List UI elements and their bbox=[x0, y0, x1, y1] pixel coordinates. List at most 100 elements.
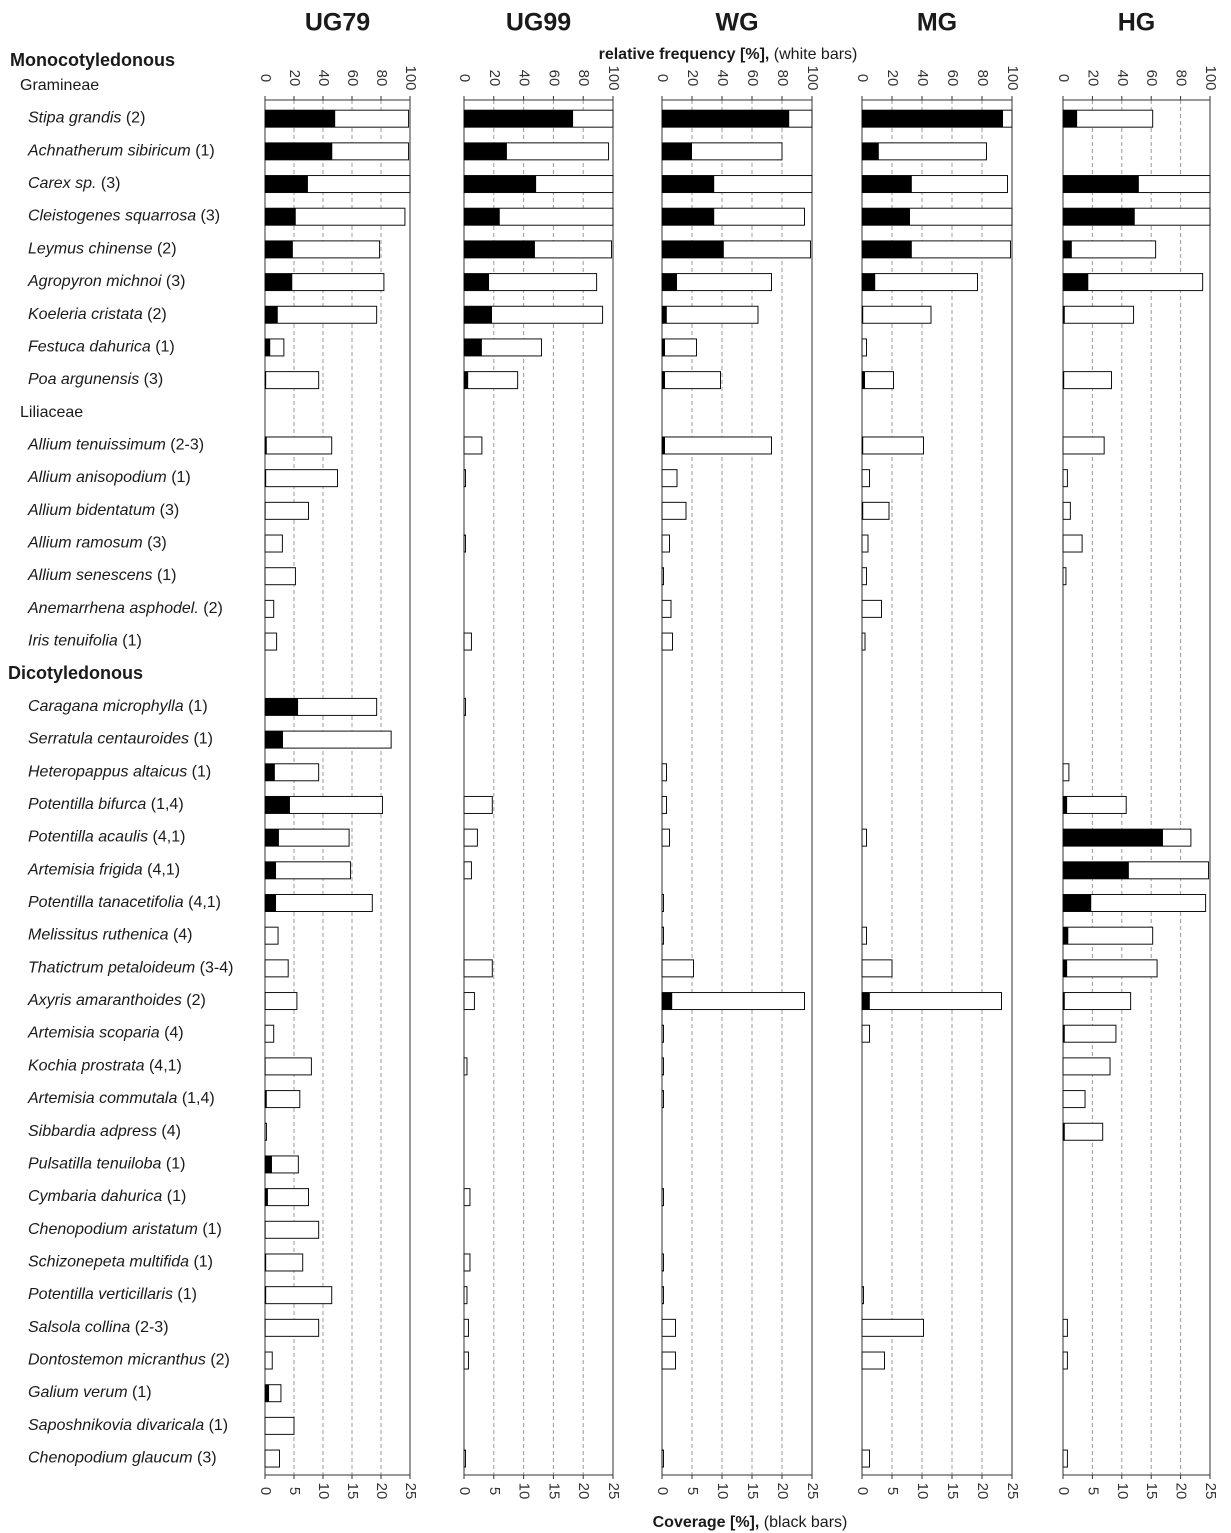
frequency-bar bbox=[264, 992, 298, 1011]
species-note: (1) bbox=[122, 633, 142, 650]
frequency-bar bbox=[861, 926, 867, 945]
frequency-bar bbox=[264, 469, 338, 488]
coverage-bar bbox=[662, 436, 665, 454]
frequency-bar bbox=[264, 1318, 320, 1337]
frequency-bar bbox=[264, 599, 275, 618]
species-note: (3) bbox=[101, 175, 121, 192]
coverage-bar bbox=[662, 110, 790, 128]
panel-title: UG79 bbox=[305, 9, 370, 37]
x2-tick-label: 15 bbox=[545, 1483, 562, 1500]
x2-tick-label: 25 bbox=[1202, 1483, 1219, 1500]
frequency-bar bbox=[264, 567, 296, 586]
frequency-bar bbox=[861, 567, 867, 586]
frequency-bar bbox=[1062, 795, 1127, 814]
x2-tick-label: 5 bbox=[684, 1487, 701, 1495]
coverage-bar bbox=[1063, 1025, 1065, 1043]
frequency-bar bbox=[1062, 567, 1067, 586]
frequency-bar bbox=[861, 501, 890, 520]
x2-tick-label: 0 bbox=[257, 1487, 274, 1495]
x2-tick-label: 5 bbox=[1084, 1487, 1101, 1495]
frequency-bar bbox=[264, 436, 333, 455]
x2-tick-label: 10 bbox=[516, 1483, 533, 1500]
species-name: Thatictrum petaloideum bbox=[28, 960, 195, 977]
species-note: (1) bbox=[209, 1417, 229, 1434]
species-name: Allium senescens bbox=[27, 567, 153, 584]
species-label: Festuca dahurica (1) bbox=[28, 339, 175, 356]
species-label: Potentilla acaulis (4,1) bbox=[28, 829, 185, 846]
frequency-bar bbox=[1062, 501, 1071, 520]
species-label: Allium tenuissimum (2-3) bbox=[27, 437, 204, 454]
family-label: Gramineae bbox=[20, 77, 99, 94]
frequency-bar bbox=[661, 1286, 664, 1305]
panel-frame bbox=[463, 99, 614, 1476]
species-note: (1) bbox=[202, 1221, 222, 1238]
frequency-bar bbox=[861, 1449, 870, 1468]
species-name: Festuca dahurica bbox=[28, 339, 151, 356]
x-tick-label: 60 bbox=[545, 70, 562, 87]
coverage-bar bbox=[662, 338, 665, 356]
frequency-bar bbox=[661, 501, 687, 520]
frequency-bar bbox=[1062, 436, 1105, 455]
frequency-bar bbox=[463, 1449, 466, 1468]
frequency-bar bbox=[661, 926, 664, 945]
x-tick-label: 80 bbox=[974, 70, 991, 87]
coverage-bar bbox=[464, 240, 535, 258]
frequency-bar bbox=[264, 730, 392, 749]
panel-frame bbox=[264, 99, 411, 1476]
top-axis-label-bold: relative frequency [%], bbox=[599, 46, 770, 63]
species-name: Galium verum bbox=[28, 1384, 128, 1401]
frequency-bar bbox=[661, 1024, 664, 1043]
coverage-bar bbox=[265, 1384, 270, 1402]
x2-tick-label: 0 bbox=[1055, 1487, 1072, 1495]
frequency-bar bbox=[1062, 305, 1135, 324]
frequency-bar bbox=[861, 305, 932, 324]
frequency-bar bbox=[661, 1449, 664, 1468]
species-label: Koeleria cristata (2) bbox=[28, 306, 167, 323]
class-label: Monocotyledonous bbox=[10, 50, 175, 70]
frequency-bar bbox=[861, 1318, 924, 1337]
x-tick-label: 40 bbox=[516, 70, 533, 87]
frequency-bar bbox=[264, 632, 278, 651]
species-label: Cleistogenes squarrosa (3) bbox=[28, 208, 220, 225]
top-axis-label-normal: (white bars) bbox=[774, 46, 858, 63]
coverage-bar bbox=[265, 1286, 267, 1304]
x-tick-label: 0 bbox=[854, 74, 871, 82]
frequency-bar bbox=[661, 1318, 676, 1337]
species-note: (1) bbox=[195, 143, 215, 160]
species-name: Caragana microphylla bbox=[28, 698, 184, 715]
frequency-bar bbox=[1062, 959, 1158, 978]
species-note: (1,4) bbox=[182, 1090, 215, 1107]
species-label: Salsola collina (2-3) bbox=[28, 1319, 169, 1336]
coverage-bar bbox=[464, 338, 482, 356]
species-label: Melissitus ruthenica (4) bbox=[28, 927, 193, 944]
species-name: Anemarrhena asphodel. bbox=[27, 600, 199, 617]
frequency-bar bbox=[463, 861, 472, 880]
frequency-bar bbox=[1062, 1024, 1117, 1043]
frequency-bar bbox=[264, 1449, 280, 1468]
coverage-bar bbox=[862, 110, 1003, 128]
species-name: Chenopodium glaucum bbox=[28, 1450, 193, 1467]
species-name: Salsola collina bbox=[28, 1319, 130, 1336]
x2-tick-label: 5 bbox=[486, 1487, 503, 1495]
frequency-bar bbox=[463, 1286, 468, 1305]
frequency-bar bbox=[264, 1090, 301, 1109]
species-label: Cymbaria dahurica (1) bbox=[28, 1188, 186, 1205]
x-tick-label: 0 bbox=[1055, 74, 1072, 82]
frequency-bar bbox=[264, 926, 279, 945]
coverage-bar bbox=[862, 502, 864, 520]
x-tick-label: 80 bbox=[774, 70, 791, 87]
coverage-bar bbox=[265, 1090, 267, 1108]
coverage-bar bbox=[265, 763, 275, 781]
species-name: Pulsatilla tenuiloba bbox=[28, 1156, 162, 1173]
species-note: (2) bbox=[147, 306, 167, 323]
x-tick-label: 60 bbox=[744, 70, 761, 87]
species-name: Agropyron michnoi bbox=[27, 273, 162, 290]
species-label: Anemarrhena asphodel. (2) bbox=[27, 600, 223, 617]
panel-title: WG bbox=[715, 9, 758, 37]
frequency-bar bbox=[661, 959, 694, 978]
coverage-bar bbox=[1063, 240, 1072, 258]
coverage-bar bbox=[662, 142, 692, 160]
frequency-bar bbox=[661, 599, 672, 618]
coverage-bar bbox=[1063, 208, 1135, 226]
frequency-bar bbox=[661, 534, 670, 553]
